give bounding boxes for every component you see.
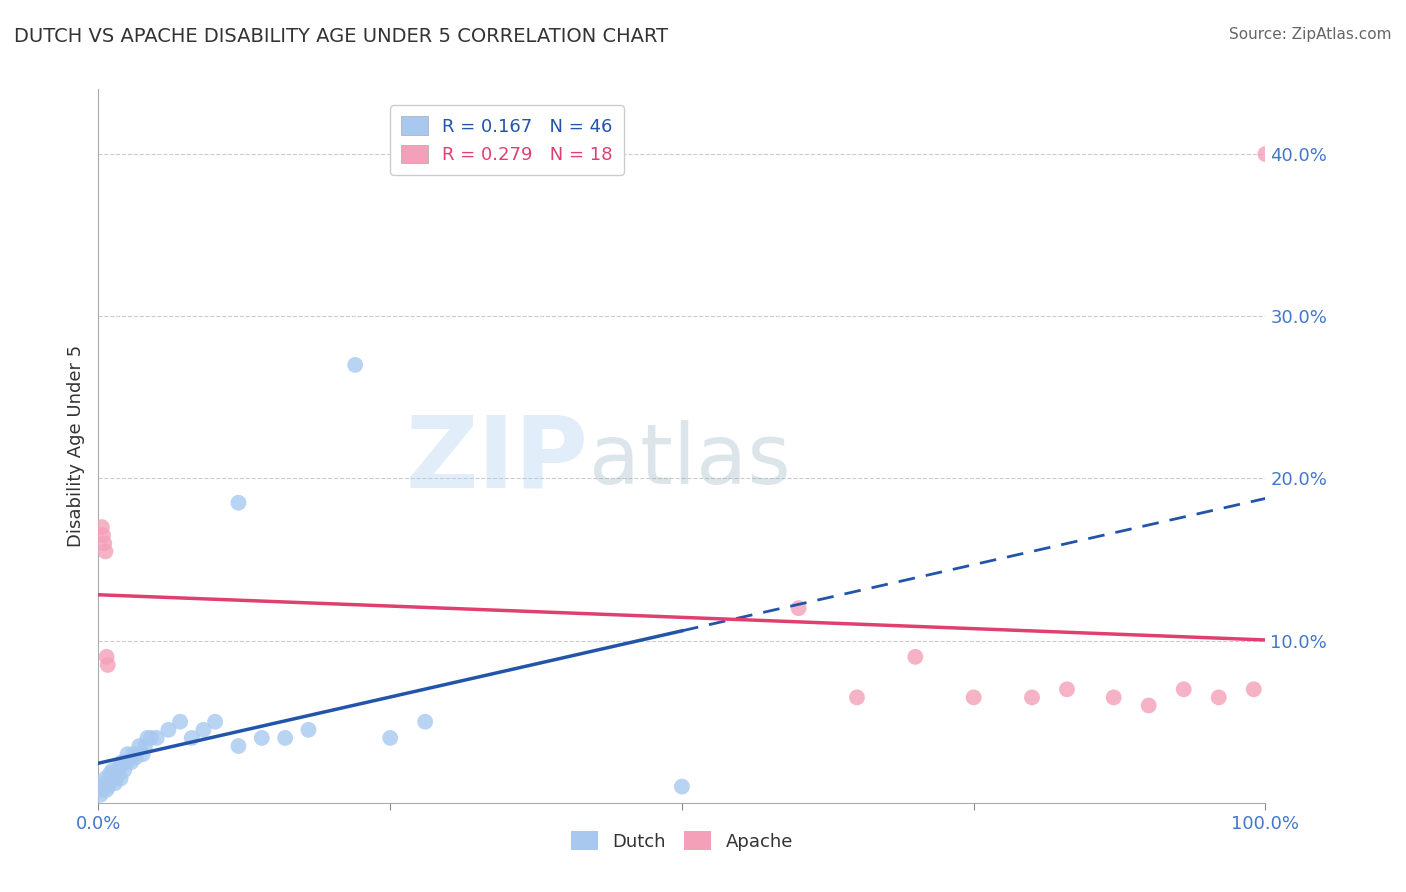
Point <box>93 536 115 550</box>
Y-axis label: Disability Age Under 5: Disability Age Under 5 <box>66 345 84 547</box>
Point <box>180 731 202 745</box>
Point <box>93 776 115 790</box>
Point <box>1056 682 1078 697</box>
Point <box>962 690 984 705</box>
Point <box>104 772 127 786</box>
Point <box>104 776 127 790</box>
Point <box>101 764 124 778</box>
Point <box>105 766 128 780</box>
Point <box>107 764 129 778</box>
Point <box>904 649 927 664</box>
Point <box>169 714 191 729</box>
Point <box>297 723 319 737</box>
Point <box>139 731 162 745</box>
Point <box>97 780 120 794</box>
Point <box>96 782 118 797</box>
Point <box>94 772 117 786</box>
Point <box>146 731 169 745</box>
Point <box>228 496 250 510</box>
Point <box>98 766 121 780</box>
Point <box>1102 690 1125 705</box>
Point <box>380 731 402 745</box>
Text: ZIP: ZIP <box>406 412 589 508</box>
Point <box>1137 698 1160 713</box>
Point <box>125 750 148 764</box>
Point <box>91 780 114 794</box>
Point <box>90 782 112 797</box>
Legend: Dutch, Apache: Dutch, Apache <box>564 824 800 858</box>
Point <box>110 772 132 786</box>
Point <box>132 747 155 761</box>
Point <box>94 544 117 558</box>
Point <box>157 723 180 737</box>
Point <box>91 528 114 542</box>
Point <box>115 756 138 770</box>
Point <box>136 731 159 745</box>
Point <box>228 739 250 753</box>
Point <box>1254 147 1277 161</box>
Point <box>111 756 134 770</box>
Point <box>1208 690 1230 705</box>
Point <box>103 766 125 780</box>
Point <box>90 788 112 802</box>
Point <box>344 358 367 372</box>
Point <box>250 731 273 745</box>
Point <box>204 714 226 729</box>
Point <box>122 747 145 761</box>
Text: atlas: atlas <box>589 420 790 500</box>
Point <box>787 601 810 615</box>
Point <box>97 657 120 672</box>
Point <box>134 739 156 753</box>
Point <box>274 731 297 745</box>
Point <box>413 714 436 729</box>
Point <box>97 776 120 790</box>
Point <box>100 772 122 786</box>
Point <box>120 756 142 770</box>
Point <box>671 780 693 794</box>
Point <box>1021 690 1043 705</box>
Point <box>117 747 139 761</box>
Point <box>1243 682 1265 697</box>
Point <box>128 739 150 753</box>
Point <box>108 760 131 774</box>
Point <box>89 780 111 794</box>
Point <box>1173 682 1195 697</box>
Text: Source: ZipAtlas.com: Source: ZipAtlas.com <box>1229 27 1392 42</box>
Point <box>96 649 118 664</box>
Point <box>90 520 112 534</box>
Text: DUTCH VS APACHE DISABILITY AGE UNDER 5 CORRELATION CHART: DUTCH VS APACHE DISABILITY AGE UNDER 5 C… <box>14 27 668 45</box>
Point <box>112 764 135 778</box>
Point <box>193 723 215 737</box>
Point <box>846 690 869 705</box>
